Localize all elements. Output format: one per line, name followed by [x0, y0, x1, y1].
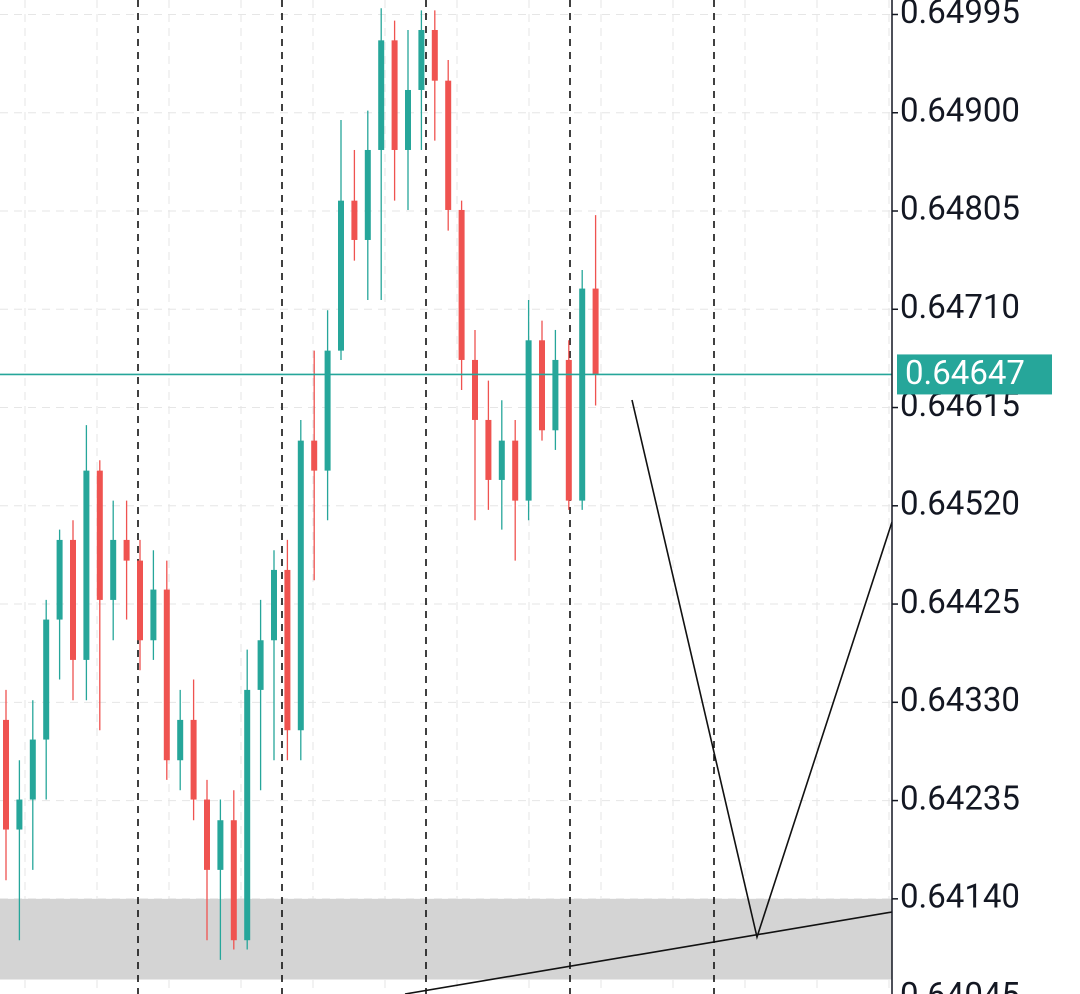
candle-body [297, 440, 304, 731]
candle-body [418, 29, 425, 90]
candles [3, 8, 599, 960]
candle-body [579, 288, 586, 501]
candle-body [96, 470, 103, 600]
y-tick-label: 0.64900 [900, 91, 1020, 130]
tick-labels: 0.649950.649000.648050.647100.646150.645… [892, 0, 1020, 994]
y-tick-label: 0.64520 [900, 485, 1020, 524]
candle-body [16, 799, 23, 830]
candle-body [378, 40, 385, 150]
candle-body [351, 200, 358, 240]
candle-body [539, 340, 545, 431]
candle-body [70, 539, 76, 660]
candle-body [498, 440, 505, 480]
candle-body [204, 799, 210, 870]
drawings [404, 399, 893, 994]
candle-body [150, 589, 157, 641]
candle-body [56, 539, 63, 620]
candle-body [217, 820, 224, 870]
candle-body [565, 359, 572, 501]
candle-body [431, 29, 438, 81]
candle-body [163, 589, 170, 761]
candle-body [552, 359, 559, 431]
candle-body [485, 419, 492, 480]
candle-body [311, 440, 318, 471]
y-tick-label: 0.64045 [900, 976, 1020, 994]
y-tick-label: 0.64805 [900, 190, 1020, 229]
candle-body [525, 340, 532, 501]
candle-body [458, 209, 465, 360]
candle-body [257, 640, 264, 690]
candle-body [472, 359, 478, 420]
candle-body [405, 89, 411, 150]
candle-body [445, 80, 452, 210]
candle-body [123, 539, 130, 561]
candle-body [190, 719, 197, 800]
candle-body [512, 440, 519, 501]
trend-line [404, 911, 893, 994]
candle-body [3, 719, 9, 830]
candle-body [177, 719, 184, 761]
zone [0, 898, 892, 980]
session-separators [137, 0, 715, 994]
candle-body [592, 288, 599, 375]
candle-body [244, 689, 251, 941]
candle-body [391, 40, 398, 150]
candle-body [230, 820, 237, 941]
y-tick-label: 0.64140 [900, 878, 1020, 917]
candle-body [137, 560, 143, 641]
candle-body [271, 569, 277, 641]
candle-body [324, 350, 331, 471]
candle-body [284, 569, 291, 731]
y-tick-label: 0.64995 [900, 0, 1020, 32]
projection-line [631, 399, 893, 940]
candle-body [43, 619, 50, 740]
candle-body [338, 200, 344, 351]
current-price-box [897, 354, 1052, 395]
candle-body [83, 470, 90, 660]
candle-body [364, 149, 371, 240]
price-axis [892, 0, 1080, 994]
y-tick-label: 0.64425 [900, 583, 1020, 622]
current-price-label: 0.64647 [905, 354, 1025, 393]
y-tick-label: 0.64235 [900, 779, 1020, 818]
candle-body [29, 739, 36, 800]
y-tick-label: 0.64330 [900, 681, 1020, 720]
y-tick-label: 0.64710 [900, 288, 1020, 327]
candle-body [110, 539, 117, 600]
